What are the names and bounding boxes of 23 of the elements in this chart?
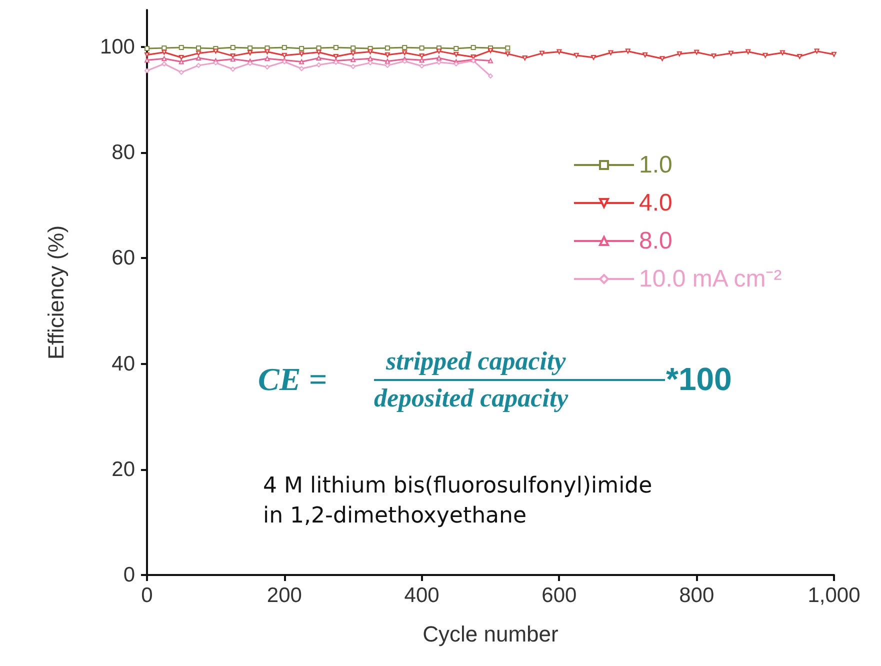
y-tick-label: 80 [112,141,135,164]
annotation: stripped capacity [385,346,566,376]
x-tick-label: 1,000 [808,584,860,607]
y-tick-label: 60 [112,246,135,270]
legend-label: 10.0 mA cm⁻² [639,266,782,292]
x-tick-label: 0 [141,584,153,607]
annotation: *100 [666,361,732,397]
x-tick-label: 400 [404,584,440,607]
y-tick-label: 0 [123,564,135,586]
y-tick-label: 20 [112,458,135,481]
x-tick-label: 800 [679,584,714,607]
y-tick-label: 40 [112,352,135,376]
y-tick-label: 100 [100,35,135,58]
legend-label: 4.0 [639,190,672,216]
annotation: deposited capacity [374,384,569,412]
annotation: CE = [258,361,327,397]
y-axis-title: Efficiency (%) [44,225,68,360]
x-axis-title: Cycle number [422,622,558,646]
legend-label: 1.0 [639,152,672,178]
annotation: 4 M lithium bis(fluorosulfonyl)imide in 1,2-dimethoxyethane [263,474,652,528]
x-tick-label: 200 [266,584,302,607]
x-tick-label: 600 [542,584,577,607]
legend-label: 8.0 [639,228,672,254]
